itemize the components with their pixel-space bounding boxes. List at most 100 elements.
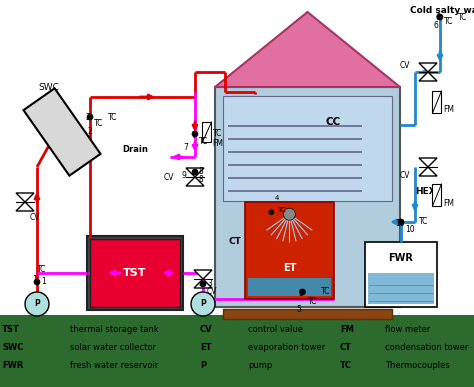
Text: thermal storage tank: thermal storage tank (70, 325, 159, 334)
Text: 2: 2 (88, 127, 93, 135)
Polygon shape (186, 168, 204, 177)
Text: solar water collector: solar water collector (70, 342, 156, 351)
Text: 4: 4 (274, 195, 279, 201)
Text: TC: TC (37, 264, 46, 274)
Text: 5: 5 (297, 305, 301, 313)
Text: CV: CV (164, 173, 174, 182)
Text: pump: pump (248, 361, 272, 370)
Polygon shape (419, 158, 437, 167)
Polygon shape (419, 167, 437, 176)
Text: TC: TC (277, 207, 286, 213)
Polygon shape (16, 202, 34, 211)
Bar (365, 242, 437, 307)
Text: ET: ET (283, 263, 296, 273)
Circle shape (200, 281, 206, 287)
Text: Cold salty water: Cold salty water (410, 6, 474, 15)
Text: flow meter: flow meter (385, 325, 430, 334)
Text: P: P (200, 361, 206, 370)
Bar (215, 87, 400, 307)
Polygon shape (16, 193, 34, 202)
Text: 10: 10 (395, 219, 405, 228)
Polygon shape (194, 270, 212, 279)
Bar (231, 315, 239, 319)
Text: 8: 8 (199, 168, 204, 176)
Text: P: P (200, 300, 206, 308)
Circle shape (283, 208, 295, 220)
Bar (90, 239, 180, 307)
Text: TC: TC (108, 113, 118, 122)
Text: 3: 3 (198, 279, 203, 288)
Circle shape (437, 14, 443, 20)
Text: TC: TC (340, 361, 352, 370)
Text: FM: FM (212, 139, 223, 147)
Text: FWR: FWR (389, 253, 413, 263)
Text: SWC: SWC (38, 82, 59, 91)
Text: 10: 10 (405, 224, 415, 233)
Polygon shape (186, 177, 204, 186)
Text: TST: TST (2, 325, 20, 334)
Bar (248, 278, 331, 296)
Text: TST: TST (123, 268, 147, 278)
Text: P: P (34, 300, 40, 308)
Text: TC: TC (419, 217, 428, 226)
Text: CV: CV (400, 171, 410, 180)
Circle shape (192, 169, 198, 175)
Circle shape (398, 219, 404, 225)
Text: CT: CT (229, 236, 242, 245)
Circle shape (34, 279, 40, 285)
Text: CV: CV (200, 325, 213, 334)
Circle shape (191, 292, 215, 316)
Text: control value: control value (248, 325, 303, 334)
Bar (432, 184, 441, 206)
Text: ET: ET (200, 342, 211, 351)
Text: FM: FM (443, 199, 454, 207)
Text: HEX: HEX (415, 187, 436, 197)
Text: SWC: SWC (2, 342, 23, 351)
Text: 7: 7 (183, 142, 188, 151)
Text: FM: FM (340, 325, 354, 334)
Text: Drain: Drain (122, 146, 148, 154)
Text: FWR: FWR (2, 361, 23, 370)
Text: 2: 2 (86, 113, 91, 123)
Text: CV: CV (400, 60, 410, 70)
Text: TC: TC (94, 120, 103, 128)
Circle shape (192, 131, 198, 137)
Bar (223, 96, 392, 201)
Text: TC: TC (308, 298, 317, 307)
Text: fresh water reservoir: fresh water reservoir (70, 361, 158, 370)
Polygon shape (419, 63, 437, 72)
Text: 1: 1 (32, 274, 37, 284)
Polygon shape (419, 72, 437, 81)
Text: 7: 7 (191, 130, 196, 139)
Polygon shape (215, 12, 400, 87)
Text: TC: TC (199, 137, 209, 146)
Bar (0, 315, 474, 387)
Text: TC: TC (213, 130, 222, 139)
Bar (24, 88, 100, 176)
Text: TC: TC (458, 12, 467, 22)
Text: CV: CV (207, 286, 218, 296)
Text: TC: TC (444, 17, 453, 26)
Text: 6: 6 (436, 14, 441, 22)
Bar (245, 202, 334, 299)
Text: condensation tower: condensation tower (385, 342, 468, 351)
Bar (368, 273, 434, 304)
Text: 1: 1 (41, 277, 46, 286)
Bar (223, 309, 392, 319)
Bar (87, 236, 183, 310)
Circle shape (87, 114, 93, 120)
Text: 3: 3 (207, 279, 212, 288)
Text: 8: 8 (199, 175, 204, 183)
Circle shape (300, 289, 306, 295)
Text: evaporation tower: evaporation tower (248, 342, 325, 351)
Text: CT: CT (340, 342, 352, 351)
Text: FM: FM (443, 104, 454, 113)
Text: 5: 5 (299, 288, 303, 298)
Text: CC: CC (325, 117, 340, 127)
Text: 9: 9 (181, 171, 186, 180)
Text: 6: 6 (433, 21, 438, 29)
Bar (432, 91, 441, 113)
Text: CV: CV (30, 212, 40, 221)
Circle shape (269, 210, 274, 215)
Text: Thermocouples: Thermocouples (385, 361, 450, 370)
